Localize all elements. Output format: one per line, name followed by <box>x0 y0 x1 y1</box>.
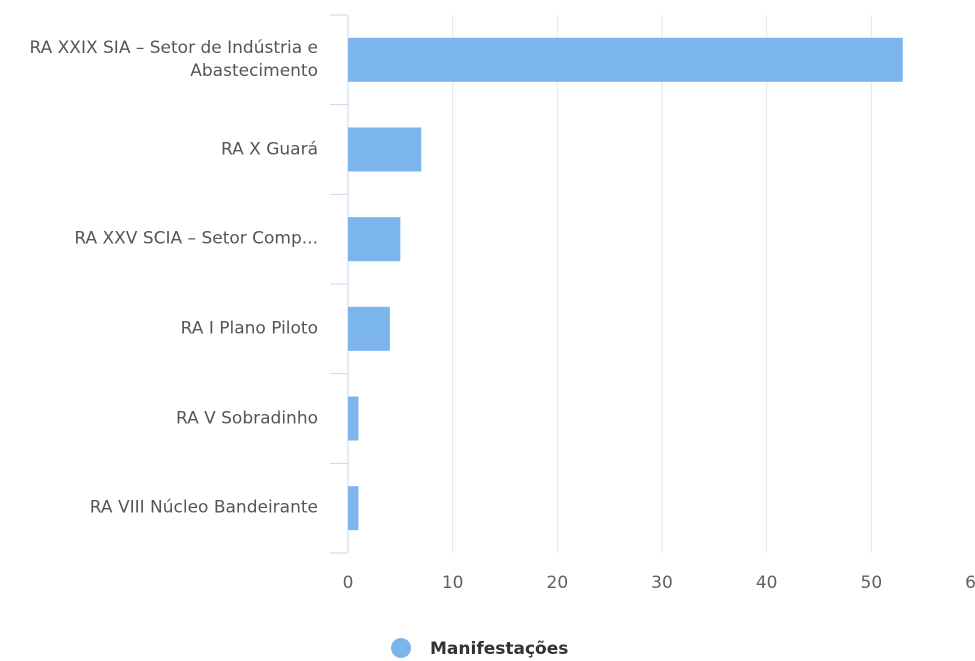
y-tick-label: RA V Sobradinho <box>175 408 318 428</box>
x-tick-label: 10 <box>442 573 464 593</box>
legend-label: Manifestações <box>430 639 568 659</box>
x-tick-label: 40 <box>756 573 778 593</box>
y-tick-label: RA VIII Núcleo Bandeirante <box>89 497 318 518</box>
x-tick-label: 60 <box>965 573 975 593</box>
x-tick-label: 0 <box>343 573 354 593</box>
bar <box>348 217 401 262</box>
x-tick-label: 50 <box>861 573 883 593</box>
bar <box>348 127 422 172</box>
legend-marker <box>391 638 411 658</box>
y-tick-label: RA XXIX SIA – Setor de Indústria e Abast… <box>29 37 319 81</box>
y-tick-label: RA XXV SCIA – Setor Comp... <box>74 228 318 249</box>
y-tick-label: RA I Plano Piloto <box>180 318 318 339</box>
x-tick-label: 20 <box>547 573 569 593</box>
bar <box>348 486 359 531</box>
y-tick-label: RA X Guará <box>221 139 318 159</box>
bar <box>348 306 390 351</box>
bar <box>348 396 359 441</box>
x-tick-label: 30 <box>651 573 673 593</box>
bar <box>348 37 903 82</box>
